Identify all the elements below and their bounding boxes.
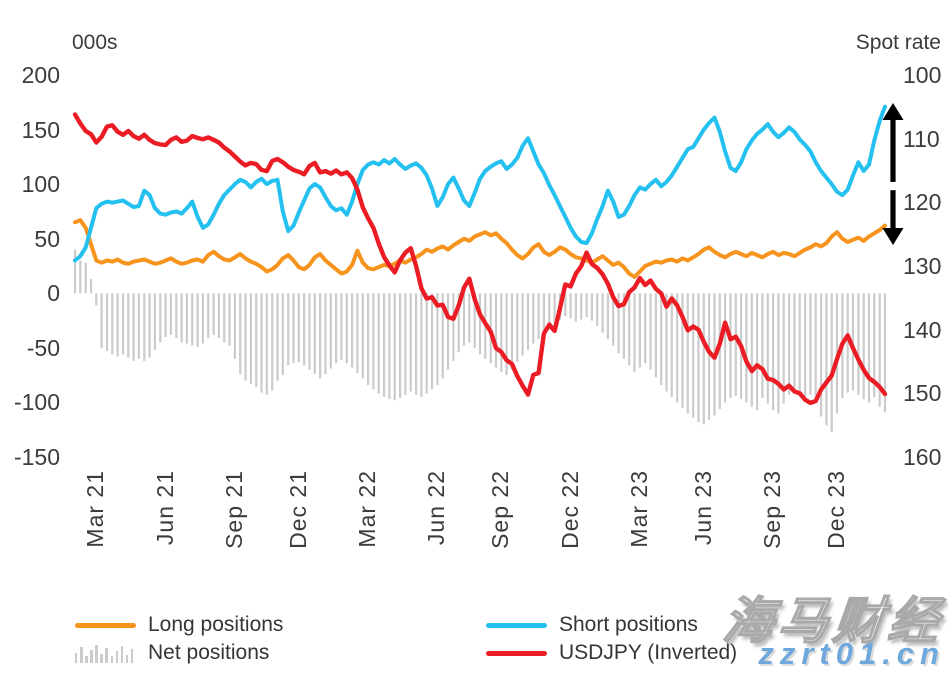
right-axis-tick-label: 130 (903, 253, 942, 279)
usdjpy-line-swatch-icon (486, 650, 547, 656)
legend-column-right: Short positions USDJPY (Inverted) (486, 611, 737, 667)
right-axis-tick-label: 110 (903, 125, 940, 152)
right-axis-tick-label: 150 (903, 380, 942, 407)
left-axis-tick-label: -150 (13, 444, 60, 470)
right-axis-tick-label: 120 (903, 189, 942, 216)
x-axis-tick-label: Dec 22 (556, 470, 583, 549)
legend-item-net-positions: Net positions (75, 639, 283, 667)
x-axis-tick-label: Mar 23 (625, 470, 652, 548)
legend-item-short-positions: Short positions (486, 611, 737, 639)
right-axis-tick-label: 140 (903, 316, 942, 343)
left-axis-tick-label: -50 (26, 334, 60, 361)
left-axis-tick-label: 200 (21, 62, 60, 88)
short-positions-line-swatch-icon (486, 622, 547, 628)
watermark-url: zzrt01.cn (758, 636, 945, 671)
x-axis-tick-label: Dec 21 (284, 470, 311, 549)
right-axis-tick-label: 100 (903, 62, 942, 88)
left-axis-tick-label: 0 (47, 280, 60, 307)
x-axis-tick-label: Sep 21 (220, 470, 247, 549)
legend-label-long-positions: Long positions (148, 613, 284, 636)
legend-item-long-positions: Long positions (75, 611, 283, 639)
net-positions-bars-swatch-icon (75, 643, 136, 663)
legend-label-short-positions: Short positions (559, 613, 698, 636)
legend-item-usdjpy: USDJPY (Inverted) (486, 639, 737, 667)
left-axis-tick-label: 100 (21, 171, 60, 198)
left-axis-title: 000s (72, 31, 118, 54)
legend-column-left: Long positions Net positions (75, 611, 283, 667)
x-axis-tick-label: Jun 23 (689, 470, 716, 546)
left-axis-tick-label: -100 (13, 389, 60, 416)
legend-label-net-positions: Net positions (148, 641, 270, 664)
x-axis-tick-label: Sep 22 (487, 470, 514, 549)
legend-label-usdjpy: USDJPY (Inverted) (559, 641, 738, 664)
x-axis-tick-label: Mar 22 (354, 470, 381, 548)
x-axis-tick-label: Mar 21 (82, 470, 109, 548)
x-axis-tick-label: Sep 23 (759, 470, 786, 549)
x-axis-tick-label: Dec 23 (823, 470, 850, 549)
left-axis-tick-label: 50 (34, 225, 60, 252)
left-axis-tick-label: 150 (21, 116, 60, 143)
x-axis-tick-label: Jun 22 (423, 470, 450, 546)
right-axis-title: Spot rate (855, 31, 941, 54)
long-positions-line-swatch-icon (75, 622, 136, 628)
long-positions-line (73, 218, 887, 279)
x-axis-tick-label: Jun 21 (151, 470, 178, 546)
short-positions-line (73, 104, 887, 263)
usdjpy-inverted-line (72, 112, 888, 406)
right-axis-tick-label: 160 (903, 444, 942, 470)
net-positions-bars (73, 249, 887, 432)
spot-rate-range-arrow-icon (882, 103, 904, 245)
